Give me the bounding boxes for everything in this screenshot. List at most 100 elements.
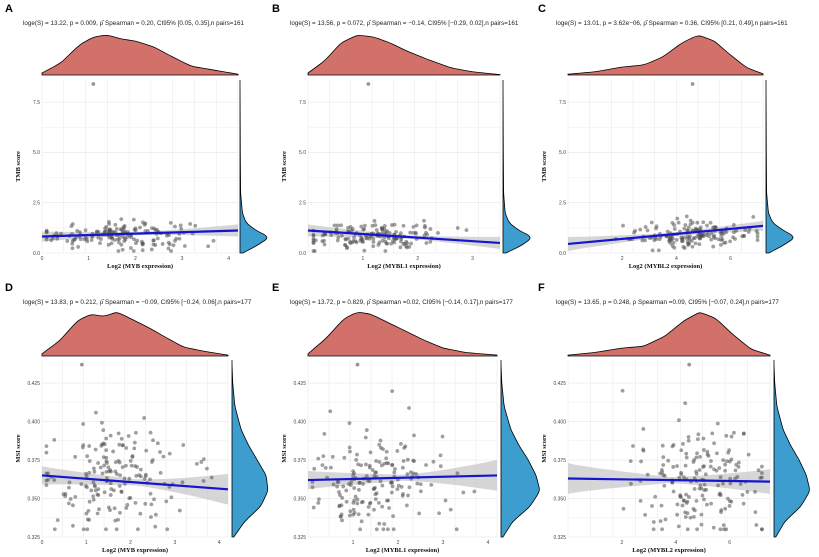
data-point [44,229,49,234]
data-point [55,236,60,241]
data-point [390,484,395,489]
data-point [621,223,625,228]
y-tick-label: 0.375 [27,458,40,464]
panel-letter: E [272,282,279,294]
data-point [395,487,400,492]
data-point [364,462,368,467]
data-point [760,475,764,480]
data-point [712,467,716,472]
data-point [356,462,360,467]
data-point [87,459,92,463]
data-point [649,220,654,225]
data-point [721,458,726,463]
data-point [701,220,706,225]
data-point [94,230,99,235]
data-point [84,511,89,516]
data-point [387,506,391,510]
data-point [683,401,688,406]
regression-line [307,474,498,482]
data-point [132,237,136,242]
y-tick-label: 0.400 [553,419,566,425]
data-point [359,463,363,468]
data-point [681,498,686,503]
data-point [118,473,123,478]
y-tick-label: 0.0 [33,251,40,257]
data-point [709,237,714,242]
data-point [718,475,723,480]
data-point [166,240,171,245]
data-point [389,490,394,495]
data-point [659,468,664,472]
data-point [100,471,105,476]
data-point [671,443,676,447]
data-point [104,527,108,532]
data-point [716,483,720,488]
y-axis-label: MSI score [281,434,288,462]
data-point [116,249,121,253]
data-point [139,239,144,244]
data-point [438,464,443,469]
data-point [126,434,131,438]
data-point [328,409,333,414]
data-point [330,454,335,459]
data-point [686,438,691,443]
data-point [399,239,403,244]
data-point [348,449,352,454]
data-point [671,489,676,494]
data-point [120,229,125,234]
data-point-outlier [355,362,360,367]
data-point [401,242,406,246]
data-point [405,472,410,477]
data-point [755,238,760,243]
data-point [110,235,114,240]
data-point [119,242,124,247]
y-tick-label: 2.5 [299,201,306,207]
data-point [742,234,747,238]
data-point [438,453,443,458]
data-point [149,247,154,252]
data-point [399,484,404,489]
y-axis-label: MSI score [541,434,548,462]
x-tick-label: 0 [41,256,44,262]
grid [41,80,239,254]
data-point [436,231,440,235]
data-point [116,431,121,436]
data-point [348,509,353,514]
data-point [685,234,690,239]
data-point [718,231,723,235]
y-density-curve [239,80,268,254]
data-point [394,229,398,234]
x-tick-label: 4 [675,256,678,262]
data-point [86,508,91,513]
data-point-outlier [79,362,84,367]
data-point [414,223,419,228]
data-point [692,457,697,462]
x-tick-label: 2 [397,540,400,546]
data-point [374,491,379,496]
data-point [382,224,387,228]
data-point [692,487,697,491]
data-point [352,471,356,476]
data-point [754,523,759,527]
data-point [371,239,376,244]
data-point [387,231,392,235]
data-point [142,477,147,481]
data-point [373,497,378,502]
data-point [81,422,86,426]
data-point [724,433,729,438]
data-point [472,489,477,494]
data-point [394,236,399,241]
data-point [44,444,49,448]
data-point [726,450,731,455]
data-point [201,457,206,462]
data-point [718,527,723,532]
data-point [448,507,453,512]
data-point [695,451,699,456]
data-point [643,512,648,517]
data-point [713,236,718,241]
data-points [311,82,469,253]
data-point [149,460,154,464]
data-point [329,465,333,470]
x-density-curve [307,312,498,357]
